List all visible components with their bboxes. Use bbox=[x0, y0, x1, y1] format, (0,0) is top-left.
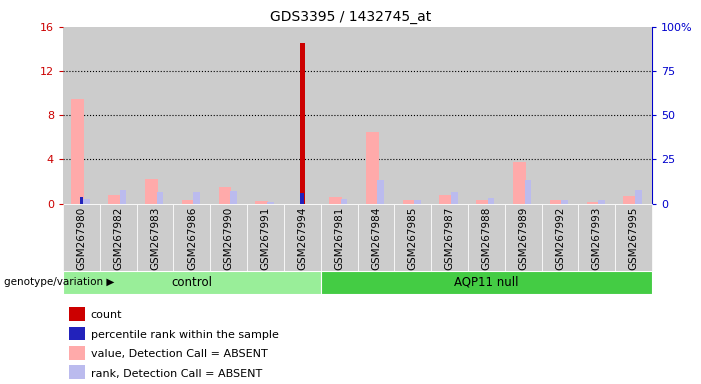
Bar bbox=[431, 27, 468, 204]
Bar bbox=[615, 27, 652, 204]
Bar bbox=[414, 200, 421, 204]
Bar bbox=[358, 27, 394, 204]
Bar bbox=[83, 199, 90, 204]
Bar bbox=[182, 200, 195, 204]
Text: rank, Detection Call = ABSENT: rank, Detection Call = ABSENT bbox=[91, 369, 262, 379]
Bar bbox=[366, 132, 379, 204]
Bar bbox=[320, 204, 358, 271]
Bar bbox=[63, 27, 100, 204]
Bar bbox=[100, 204, 137, 271]
Text: GSM267988: GSM267988 bbox=[482, 207, 491, 270]
Text: AQP11 null: AQP11 null bbox=[454, 276, 519, 289]
Text: GSM267980: GSM267980 bbox=[76, 207, 86, 270]
Bar bbox=[63, 204, 100, 271]
Text: genotype/variation ▶: genotype/variation ▶ bbox=[4, 277, 114, 287]
Text: GSM267989: GSM267989 bbox=[518, 207, 528, 270]
Bar bbox=[174, 27, 210, 204]
Text: GSM267991: GSM267991 bbox=[261, 207, 271, 270]
Bar bbox=[69, 346, 85, 360]
Bar bbox=[120, 190, 126, 204]
Bar bbox=[210, 27, 247, 204]
Bar bbox=[210, 204, 247, 271]
Bar bbox=[219, 187, 231, 204]
Bar bbox=[320, 271, 652, 294]
Bar bbox=[301, 193, 304, 204]
Bar bbox=[63, 271, 320, 294]
Bar bbox=[542, 27, 578, 204]
Bar bbox=[230, 191, 237, 204]
Bar bbox=[247, 204, 284, 271]
Bar bbox=[247, 27, 284, 204]
Bar bbox=[615, 204, 652, 271]
Bar bbox=[377, 180, 384, 204]
Bar bbox=[174, 204, 210, 271]
Bar bbox=[267, 202, 273, 204]
Bar bbox=[488, 198, 494, 204]
Text: GSM267982: GSM267982 bbox=[114, 207, 123, 270]
Text: GSM267992: GSM267992 bbox=[555, 207, 565, 270]
Text: GSM267987: GSM267987 bbox=[444, 207, 454, 270]
Bar bbox=[524, 180, 531, 204]
Bar bbox=[440, 195, 452, 204]
Bar bbox=[578, 204, 615, 271]
Text: value, Detection Call = ABSENT: value, Detection Call = ABSENT bbox=[91, 349, 268, 359]
Bar bbox=[394, 204, 431, 271]
Bar bbox=[284, 27, 321, 204]
Text: GSM267995: GSM267995 bbox=[629, 207, 639, 270]
Bar bbox=[358, 204, 394, 271]
Bar bbox=[394, 27, 431, 204]
Bar bbox=[284, 204, 321, 271]
Bar bbox=[505, 204, 542, 271]
Bar bbox=[451, 192, 458, 204]
Bar bbox=[578, 27, 615, 204]
Bar bbox=[513, 162, 526, 204]
Text: GSM267981: GSM267981 bbox=[334, 207, 344, 270]
Bar bbox=[137, 27, 174, 204]
Bar bbox=[80, 197, 83, 204]
Text: count: count bbox=[91, 310, 123, 321]
Bar bbox=[156, 192, 163, 204]
Bar bbox=[69, 366, 85, 379]
Text: control: control bbox=[172, 276, 212, 289]
Bar bbox=[562, 200, 568, 204]
Bar bbox=[299, 43, 305, 204]
Bar bbox=[431, 204, 468, 271]
Text: GSM267985: GSM267985 bbox=[408, 207, 418, 270]
Bar bbox=[69, 307, 85, 321]
Bar bbox=[108, 195, 121, 204]
Bar bbox=[145, 179, 158, 204]
Bar bbox=[402, 200, 416, 204]
Bar bbox=[255, 201, 268, 204]
Bar bbox=[100, 27, 137, 204]
Bar bbox=[341, 199, 347, 204]
Bar bbox=[550, 200, 563, 204]
Bar bbox=[587, 202, 599, 204]
Bar bbox=[137, 204, 174, 271]
Text: GSM267986: GSM267986 bbox=[187, 207, 197, 270]
Text: GSM267984: GSM267984 bbox=[371, 207, 381, 270]
Bar bbox=[468, 27, 505, 204]
Bar bbox=[476, 200, 489, 204]
Text: percentile rank within the sample: percentile rank within the sample bbox=[91, 330, 279, 340]
Bar bbox=[623, 196, 637, 204]
Bar bbox=[320, 27, 358, 204]
Bar bbox=[69, 327, 85, 341]
Text: GSM267993: GSM267993 bbox=[592, 207, 601, 270]
Bar bbox=[329, 197, 342, 204]
Bar bbox=[542, 204, 578, 271]
Text: GSM267994: GSM267994 bbox=[297, 207, 307, 270]
Bar bbox=[468, 204, 505, 271]
Bar bbox=[505, 27, 542, 204]
Bar bbox=[72, 99, 84, 204]
Bar bbox=[635, 190, 641, 204]
Text: GSM267983: GSM267983 bbox=[150, 207, 160, 270]
Bar bbox=[598, 200, 605, 204]
Text: GDS3395 / 1432745_at: GDS3395 / 1432745_at bbox=[270, 10, 431, 23]
Bar bbox=[193, 192, 200, 204]
Text: GSM267990: GSM267990 bbox=[224, 207, 233, 270]
